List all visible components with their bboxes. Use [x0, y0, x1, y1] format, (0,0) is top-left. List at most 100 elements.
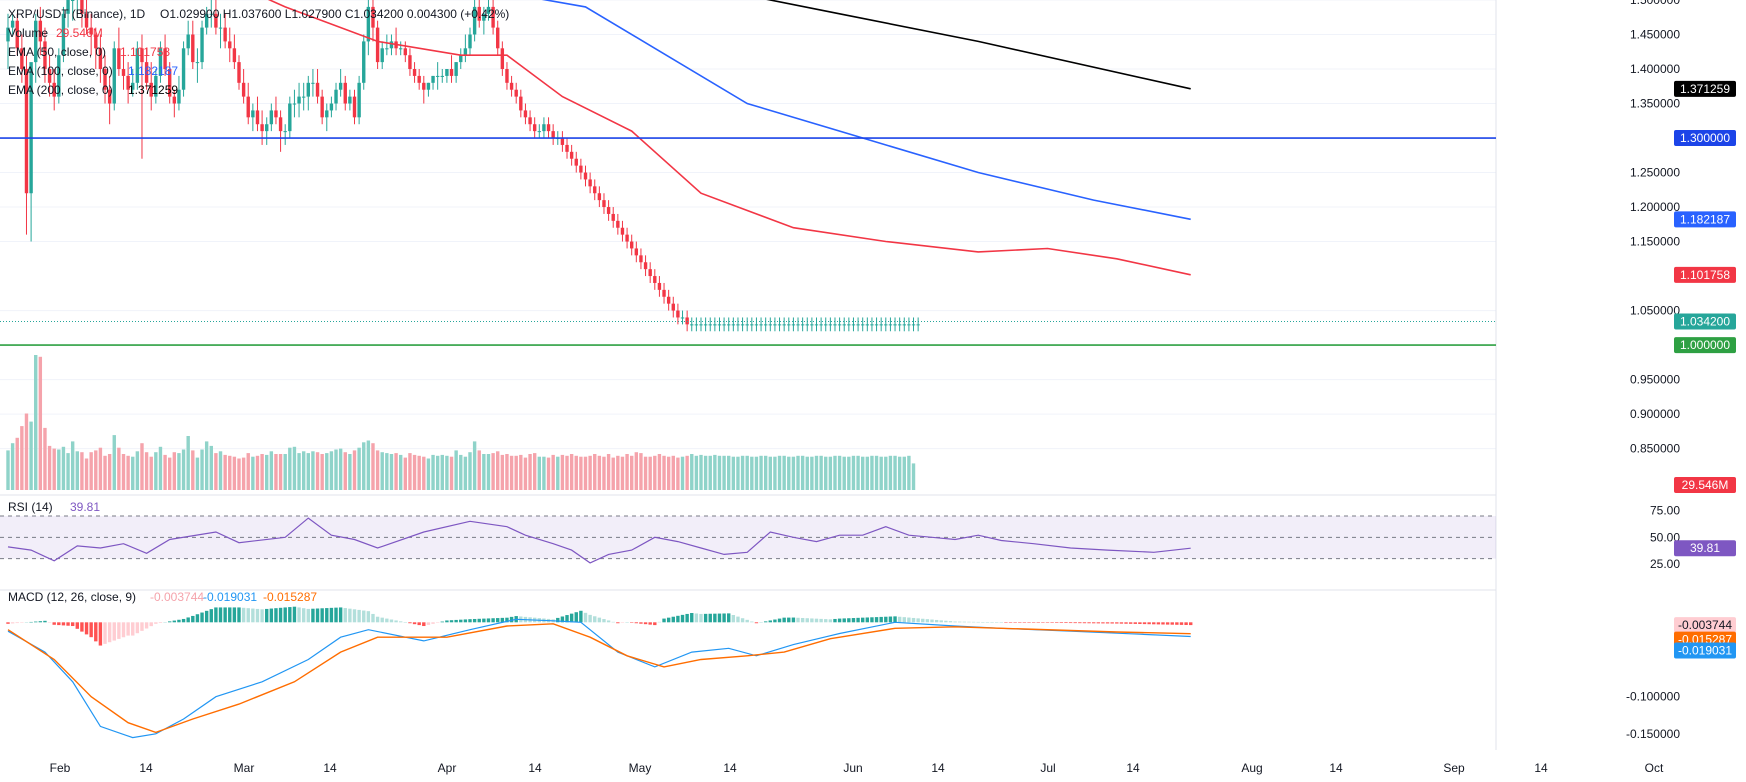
- candle-body: [98, 48, 103, 70]
- ema200-line: [766, 0, 1191, 90]
- value-tag: [1674, 642, 1736, 659]
- price-tick-label: 1.250000: [1630, 166, 1680, 180]
- volume-bar: [399, 454, 403, 490]
- candle-body: [181, 48, 186, 90]
- candle-body: [255, 110, 260, 125]
- volume-bar: [417, 455, 421, 490]
- macd-tick-label: -0.100000: [1626, 690, 1680, 704]
- macd-histogram-bar: [154, 622, 158, 624]
- volume-bar: [311, 451, 315, 490]
- macd-histogram-bar: [223, 607, 227, 623]
- macd-histogram-bar: [297, 607, 301, 623]
- legend-symbol: XRP/USDT (Binance), 1D: [8, 7, 145, 21]
- volume-bar: [29, 421, 33, 490]
- volume-bar: [107, 454, 112, 490]
- volume-bar: [690, 454, 694, 490]
- volume-bar: [791, 456, 796, 490]
- macd-histogram-bar: [218, 607, 223, 623]
- candle-body: [500, 48, 505, 70]
- volume-bar: [523, 457, 528, 490]
- candle-body: [399, 48, 403, 50]
- macd-histogram-bar: [468, 619, 472, 623]
- volume-bar: [551, 454, 555, 490]
- candle-body: [107, 89, 112, 104]
- candle-body: [371, 6, 375, 28]
- macd-histogram-bar: [399, 621, 403, 623]
- candle-body: [625, 234, 629, 242]
- macd-histogram-bar: [1165, 622, 1170, 625]
- candle-body: [893, 324, 897, 326]
- candle-body: [163, 48, 167, 70]
- candle-body: [251, 110, 255, 118]
- price-tick-label: 0.900000: [1630, 407, 1680, 421]
- volume-bar: [389, 454, 394, 490]
- time-tick-label: Oct: [1645, 761, 1664, 775]
- candle-body: [177, 89, 181, 104]
- macd-histogram-bar: [1068, 622, 1073, 624]
- candle-body: [265, 124, 269, 132]
- macd-histogram-bar: [759, 622, 763, 623]
- volume-bar: [422, 456, 426, 490]
- macd-histogram-bar: [371, 613, 375, 623]
- volume-bar: [246, 453, 250, 490]
- volume-bar: [486, 454, 491, 490]
- candle-body: [20, 48, 24, 70]
- candle-body: [47, 69, 52, 83]
- candle-body: [445, 69, 449, 76]
- legend-ema50-value: 1.101758: [120, 45, 170, 59]
- volume-bar: [237, 458, 241, 490]
- volume-bar: [884, 456, 888, 490]
- horizontal-levels[interactable]: [0, 137, 1496, 346]
- value-tag: [1674, 80, 1736, 97]
- volume-bar: [542, 456, 546, 490]
- volume-bar: [70, 441, 75, 490]
- candle-body: [736, 324, 740, 326]
- candle-body: [717, 324, 722, 326]
- candle-body: [34, 20, 38, 63]
- candle-body: [569, 151, 574, 159]
- macd-histogram-bar: [66, 622, 70, 626]
- macd-histogram-bar: [15, 622, 19, 624]
- candle-body: [362, 41, 366, 83]
- volume-bar: [514, 455, 518, 490]
- time-tick-label: Mar: [234, 761, 255, 775]
- volume-bar: [163, 454, 167, 490]
- volume-bar: [833, 455, 837, 490]
- legend-ema200-value: 1.371259: [128, 83, 178, 97]
- volume-bar: [154, 452, 158, 490]
- macd-histogram-bar: [38, 621, 43, 623]
- candle-body: [24, 69, 29, 194]
- candle-body: [80, 0, 84, 14]
- volume-bar: [593, 454, 597, 490]
- macd-histogram-bar: [200, 612, 204, 623]
- legend-ohlc: O1.029900 H1.037600 L1.027900 C1.034200 …: [160, 7, 509, 21]
- macd-histogram-bar: [505, 617, 509, 623]
- volume-bar: [34, 355, 38, 490]
- macd-histogram-bar: [509, 616, 514, 623]
- volume-bar: [819, 455, 823, 490]
- macd-histogram-bar: [994, 622, 999, 623]
- macd-histogram-bar: [893, 616, 897, 623]
- candle-body: [602, 200, 606, 208]
- candle-body: [759, 324, 763, 326]
- macd-histogram-bar: [1184, 622, 1188, 625]
- legend-volume-value: 29.546M: [56, 26, 103, 40]
- legend-macd-line-value: -0.019031: [203, 590, 257, 604]
- time-tick-label: Jun: [843, 761, 862, 775]
- candle-body: [131, 82, 135, 90]
- candle-body: [149, 82, 153, 97]
- time-tick-label: Apr: [438, 761, 457, 775]
- macd-histogram-bar: [135, 622, 140, 634]
- value-tag: [1674, 477, 1736, 493]
- macd-histogram-bar: [953, 621, 957, 623]
- macd-histogram-bar: [967, 621, 971, 623]
- volume-bar: [560, 454, 565, 490]
- volume-bar: [186, 436, 190, 490]
- volume-bar: [537, 456, 541, 490]
- volume-bar: [195, 457, 200, 490]
- candle-body: [389, 41, 394, 49]
- macd-histogram-bar: [727, 613, 731, 623]
- legend: XRP/USDT (Binance), 1D O1.029900 H1.0376…: [8, 7, 509, 604]
- macd-histogram-bar: [680, 614, 685, 623]
